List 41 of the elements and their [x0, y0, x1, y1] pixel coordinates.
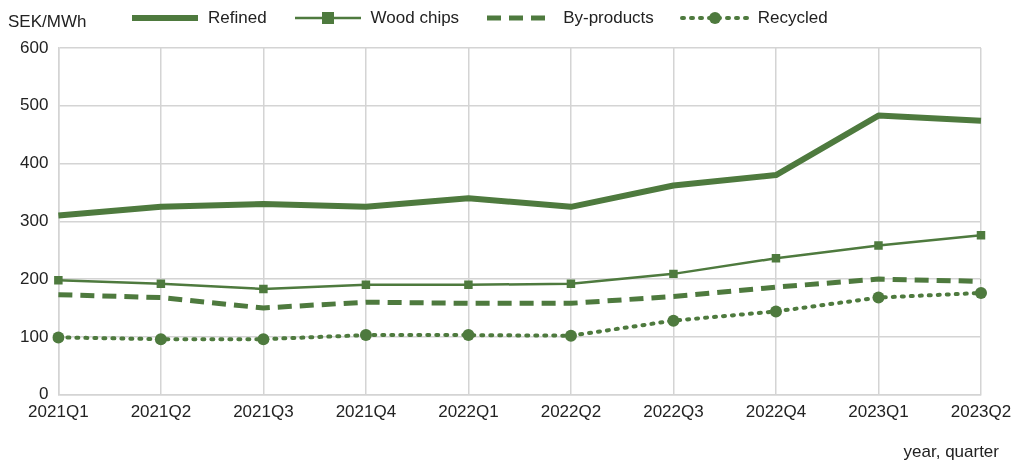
x-tick-label: 2021Q1: [28, 402, 89, 422]
legend-label: Wood chips: [370, 8, 460, 28]
x-tick-label: 2021Q3: [233, 402, 294, 422]
y-tick-label: 600: [19, 37, 49, 57]
point: [52, 331, 65, 344]
y-tick-label: 0: [38, 384, 49, 404]
x-axis-title: year, quarter: [903, 442, 999, 462]
y-tick-label: 300: [19, 210, 49, 230]
point: [769, 305, 782, 318]
point: [154, 333, 167, 346]
point: [257, 333, 270, 346]
x-tick-label: 2021Q4: [335, 402, 397, 422]
point: [872, 291, 885, 304]
point: [462, 329, 475, 342]
point: [669, 269, 678, 279]
point: [259, 284, 268, 294]
point: [975, 286, 987, 299]
point: [359, 329, 372, 342]
y-axis-title: SEK/MWh: [8, 12, 87, 32]
point: [564, 329, 577, 342]
x-tick-label: 2023Q2: [950, 402, 1012, 422]
x-tick-label: 2022Q1: [438, 402, 499, 422]
point: [566, 279, 576, 288]
point: [771, 254, 781, 263]
legend-label: Refined: [208, 8, 267, 28]
x-tick-label: 2022Q2: [540, 402, 602, 422]
legend-label: By-products: [563, 8, 654, 28]
point: [54, 275, 63, 285]
point: [156, 279, 166, 288]
point: [874, 241, 883, 250]
y-tick-label: 100: [19, 326, 49, 346]
x-tick-label: 2021Q2: [130, 402, 192, 422]
legend-label: Recycled: [757, 8, 828, 28]
point: [667, 314, 680, 327]
point: [464, 280, 473, 290]
y-tick-label: 500: [19, 95, 49, 115]
y-tick-label: 200: [19, 268, 49, 288]
x-tick-label: 2022Q4: [745, 402, 807, 422]
x-tick-label: 2022Q3: [643, 402, 704, 422]
x-tick-label: 2023Q1: [848, 402, 909, 422]
y-tick-label: 400: [19, 153, 49, 173]
